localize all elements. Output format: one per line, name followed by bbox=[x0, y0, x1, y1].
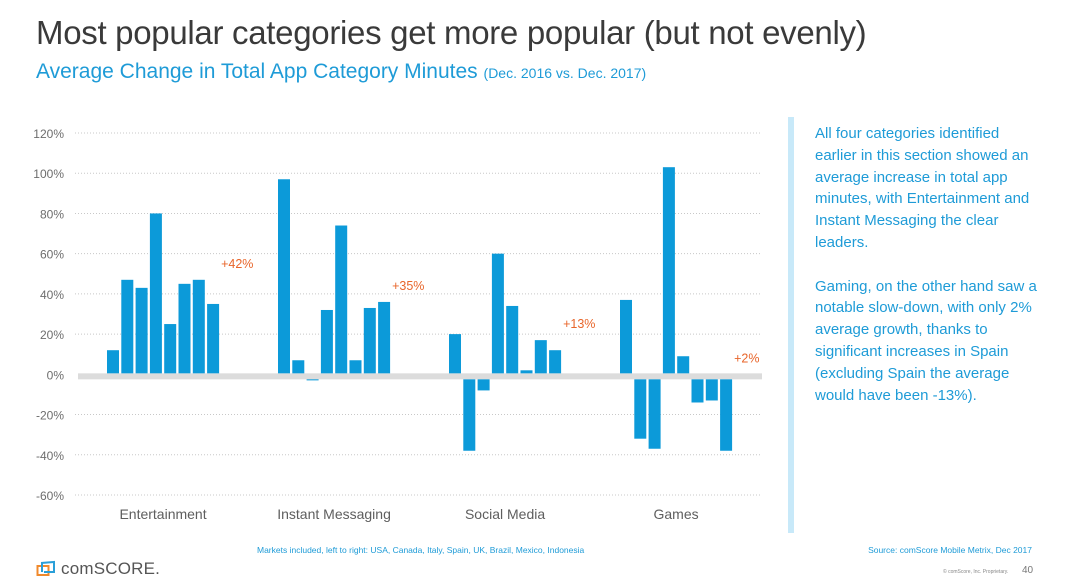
bar-instant-messaging-italy bbox=[306, 379, 319, 381]
bar-entertainment-spain bbox=[149, 213, 162, 374]
y-tick-label: 40% bbox=[40, 288, 64, 302]
commentary-paragraph-2: Gaming, on the other hand saw a notable … bbox=[815, 277, 1037, 404]
bar-entertainment-canada bbox=[121, 279, 134, 374]
markets-note: Markets included, left to right: USA, Ca… bbox=[257, 545, 585, 555]
subtitle-main: Average Change in Total App Category Min… bbox=[36, 60, 478, 83]
chart-subtitle: Average Change in Total App Category Min… bbox=[36, 60, 646, 84]
bar-instant-messaging-brazil bbox=[349, 360, 362, 374]
copyright-note: © comScore, Inc. Proprietary. bbox=[943, 569, 1009, 575]
bar-entertainment-brazil bbox=[178, 283, 191, 374]
bar-instant-messaging-uk bbox=[335, 225, 348, 374]
average-annotation: +42% bbox=[221, 257, 253, 271]
average-annotation: +35% bbox=[392, 279, 424, 293]
bar-chart: 120% 100% 80% 60% 40% 20% 0% -20% -40% -60% +42% En… bbox=[33, 127, 762, 522]
bar-entertainment-italy bbox=[135, 287, 148, 374]
sidebar-commentary: All four categories identified earlier i… bbox=[815, 123, 1045, 428]
bar-entertainment-usa bbox=[107, 350, 119, 374]
zero-baseline bbox=[78, 373, 762, 380]
bar-entertainment-uk bbox=[164, 324, 177, 374]
average-annotation: +13% bbox=[563, 317, 595, 331]
bar-social-media-usa bbox=[449, 334, 461, 374]
bar-social-media-indonesia bbox=[549, 350, 562, 374]
y-tick-label: -40% bbox=[36, 449, 64, 463]
y-tick-label: -20% bbox=[36, 409, 64, 423]
bar-instant-messaging-canada bbox=[292, 360, 305, 374]
x-category-label: Entertainment bbox=[119, 506, 206, 522]
bar-entertainment-indonesia bbox=[207, 303, 220, 374]
bar-instant-messaging-indonesia bbox=[378, 301, 391, 374]
bar-games-usa bbox=[620, 299, 632, 374]
x-category-label: Social Media bbox=[465, 506, 545, 522]
bar-games-indonesia bbox=[720, 379, 733, 451]
bar-instant-messaging-usa bbox=[278, 179, 290, 374]
bar-games-spain bbox=[662, 167, 675, 374]
y-tick-label: 80% bbox=[40, 207, 64, 221]
bar-games-brazil bbox=[691, 379, 704, 403]
page-number: 40 bbox=[1022, 565, 1034, 576]
bar-social-media-brazil bbox=[520, 370, 533, 374]
y-tick-label: 100% bbox=[33, 167, 64, 181]
bar-social-media-spain bbox=[491, 253, 504, 374]
bar-games-italy bbox=[648, 379, 661, 449]
subtitle-period: (Dec. 2016 vs. Dec. 2017) bbox=[483, 65, 647, 81]
bar-games-uk bbox=[677, 356, 690, 374]
bar-games-canada bbox=[634, 379, 647, 439]
bar-social-media-uk bbox=[506, 305, 519, 374]
bar-social-media-canada bbox=[463, 379, 476, 451]
bar-social-media-mexico bbox=[534, 340, 547, 374]
y-tick-label: -60% bbox=[36, 489, 64, 503]
comscore-logo-icon bbox=[36, 560, 55, 576]
x-category-label: Instant Messaging bbox=[277, 506, 391, 522]
bar-instant-messaging-mexico bbox=[363, 307, 376, 374]
average-annotation: +2% bbox=[734, 351, 759, 365]
source-note: Source: comScore Mobile Metrix, Dec 2017 bbox=[868, 545, 1032, 555]
sidebar-accent-bar bbox=[788, 117, 794, 533]
comscore-logo: comSCORE. bbox=[36, 559, 160, 579]
x-category-label: Games bbox=[653, 506, 698, 522]
y-tick-label: 0% bbox=[47, 368, 65, 382]
page-title: Most popular categories get more popular… bbox=[36, 14, 867, 51]
bar-games-mexico bbox=[705, 379, 718, 401]
logo-text: comSCORE. bbox=[61, 559, 161, 578]
commentary-paragraph-1: All four categories identified earlier i… bbox=[815, 125, 1030, 251]
bar-entertainment-mexico bbox=[192, 279, 205, 374]
bar-social-media-italy bbox=[477, 379, 490, 391]
y-tick-label: 20% bbox=[40, 328, 64, 342]
bar-instant-messaging-spain bbox=[320, 309, 333, 374]
y-tick-label: 60% bbox=[40, 248, 64, 262]
y-tick-label: 120% bbox=[33, 127, 64, 141]
